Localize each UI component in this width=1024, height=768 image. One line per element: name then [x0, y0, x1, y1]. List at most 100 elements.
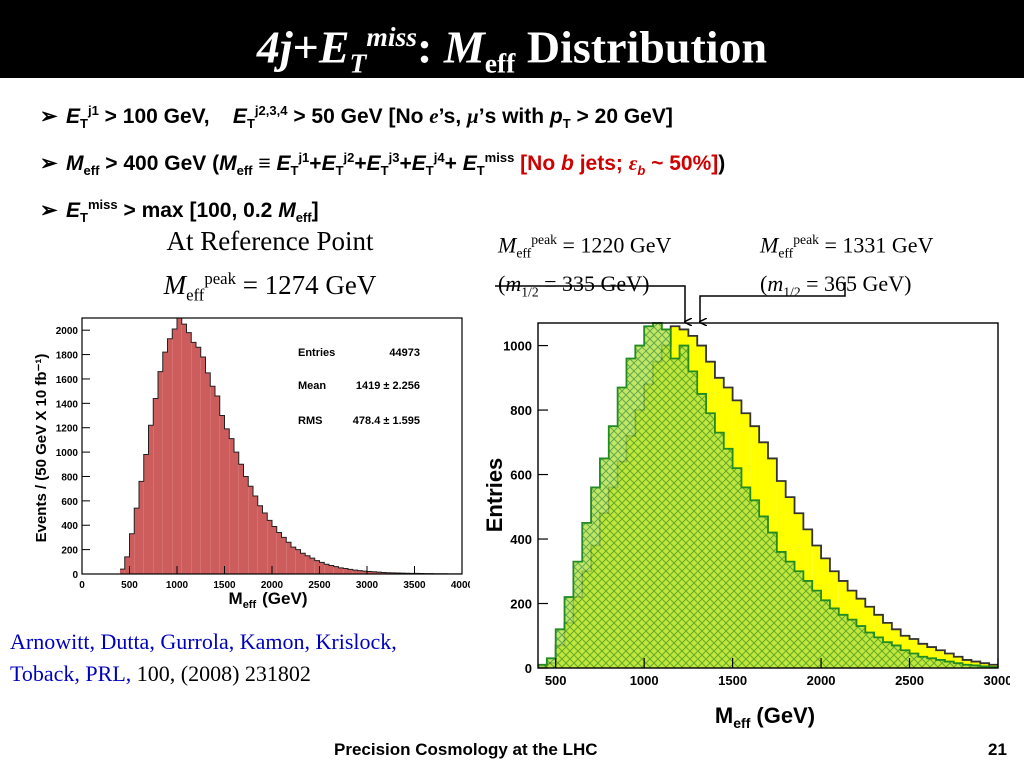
right-xtick-label: 2000 — [807, 673, 836, 688]
right-bar-green — [538, 664, 547, 668]
right-frame — [537, 322, 999, 669]
b3-close: ] — [311, 199, 319, 223]
right-ytick-label: 0 — [525, 661, 532, 676]
right-bar-green — [812, 590, 822, 668]
peak-label-2-line1: Meffpeak = 1331 GeV — [760, 225, 933, 269]
stats-box: Entries 44973 Mean 1419 ± 2.256 RMS 478.… — [298, 347, 420, 427]
pl2-m: M — [760, 232, 779, 258]
left-xtick-label: 2500 — [308, 580, 331, 591]
reference-value: = 1274 GeV — [242, 270, 377, 300]
right-bar-green — [564, 597, 574, 668]
right-bar-green — [759, 516, 768, 668]
right-bar-green — [856, 626, 866, 668]
right-xaxis: 500 1000 1500 2000 2500 3000 — [545, 658, 1010, 688]
left-ytick-label: 1000 — [56, 448, 79, 459]
left-bar — [234, 452, 239, 574]
right-bar-green — [653, 323, 662, 668]
b2-sum-j: j2 — [343, 150, 355, 166]
right-bar-green — [883, 642, 892, 668]
b3-m: M — [278, 199, 296, 223]
right-bar-green — [741, 487, 751, 668]
b1-j1: j1 — [87, 103, 99, 118]
right-bar-green — [776, 551, 786, 668]
left-bar — [305, 555, 310, 574]
right-bar-green — [865, 632, 875, 668]
b1-s2: ’s with — [478, 105, 545, 128]
title-word: Distribution — [526, 21, 768, 73]
left-bar — [386, 572, 391, 574]
reference-point-label: At Reference Point Meffpeak = 1274 GeV — [120, 222, 420, 314]
reference-eff: eff — [186, 285, 205, 305]
b1-cut1: > 100 GeV, — [104, 105, 210, 128]
b1-mu: μ — [467, 104, 479, 128]
left-bar — [153, 398, 158, 574]
left-bar — [310, 558, 315, 574]
left-bar — [139, 481, 144, 574]
footer-text: Precision Cosmology at the LHC — [334, 740, 598, 759]
right-bar-green — [971, 665, 981, 668]
cut-item-1: ➢ ETj1 > 100 GeV, ETj2,3,4 > 50 GeV [No e… — [40, 94, 725, 141]
b1-cut2: > 50 GeV [No — [293, 105, 424, 128]
left-ytick-label: 1800 — [56, 351, 79, 362]
left-bar — [291, 547, 296, 574]
b1-p: p — [549, 105, 563, 128]
title-jets: 4 — [256, 21, 280, 73]
right-bar-green — [723, 448, 733, 668]
right-bar-green — [750, 500, 760, 668]
left-bar — [196, 347, 201, 574]
right-bar-green — [608, 426, 618, 668]
left-bar — [281, 537, 287, 574]
left-ytick-label: 400 — [61, 521, 78, 532]
right-xtick-label: 2500 — [895, 673, 924, 688]
left-bar — [205, 372, 211, 574]
b1-e-sym: e — [429, 104, 439, 128]
citation: Arnowitt, Dutta, Gurrola, Kamon, Krisloc… — [10, 626, 450, 690]
citation-ref: 100, (2008) 231802 — [136, 661, 311, 686]
stats-rms-label: RMS — [298, 415, 322, 427]
right-bar-green — [706, 413, 715, 668]
cut-list: ➢ ETj1 > 100 GeV, ETj2,3,4 > 50 GeV [No e… — [40, 94, 725, 236]
title-bar: 4j+ETmiss: Meff Distribution — [0, 0, 1024, 79]
left-xtick-label: 1000 — [166, 580, 189, 591]
b3-e: E — [66, 199, 81, 223]
left-bar — [129, 533, 135, 574]
b2-m: M — [66, 152, 84, 176]
title-j: j — [279, 21, 293, 73]
left-xlabel: Meff (GeV) — [229, 589, 308, 611]
b2-sum-j: j4 — [433, 150, 445, 166]
reference-line2: Meffpeak = 1274 GeV — [120, 260, 420, 314]
left-bar — [329, 565, 334, 574]
right-bar-green — [626, 358, 636, 668]
right-bar-green — [794, 571, 804, 668]
b1-j234: j2,3,4 — [254, 103, 288, 118]
bullet-arrow-icon: ➢ — [40, 152, 58, 176]
stats-mean-label: Mean — [298, 380, 326, 392]
footer: Precision Cosmology at the LHC 21 — [0, 738, 1024, 768]
right-bar-green — [803, 580, 813, 668]
b2-miss: miss — [484, 150, 515, 166]
left-bar — [253, 495, 258, 574]
left-bar — [324, 564, 329, 574]
right-ytick-label: 1000 — [503, 339, 532, 354]
b3-miss: miss — [87, 197, 118, 213]
right-bar-green — [546, 658, 556, 668]
pl1-m12: m — [505, 270, 522, 296]
left-ytick-label: 800 — [61, 472, 78, 483]
b2-e5: E — [462, 152, 477, 176]
b1-t2: T — [246, 116, 255, 132]
right-xlabel: Meff (GeV) — [715, 703, 815, 731]
b2-sum-plus: + — [399, 152, 412, 176]
right-bar-green — [635, 345, 645, 668]
right-bar-green — [944, 661, 954, 668]
right-bar-green — [918, 656, 928, 668]
b2-sum-j: j1 — [298, 150, 310, 166]
b3-t: T — [80, 210, 88, 226]
right-bar-green — [661, 329, 671, 668]
left-bar — [210, 386, 215, 574]
left-bar — [333, 566, 339, 574]
pl1-eff: eff — [516, 245, 532, 261]
left-outline — [120, 317, 462, 575]
slide-title: 4j+ETmiss: Meff Distribution — [0, 6, 1024, 95]
left-bar — [148, 425, 154, 574]
right-xlabel-sub: eff — [733, 715, 750, 731]
